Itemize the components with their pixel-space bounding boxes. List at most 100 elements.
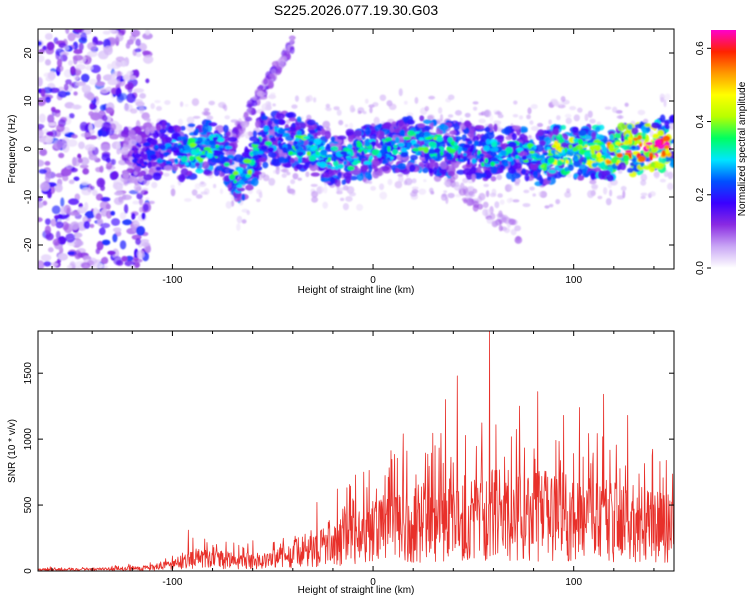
spectrogram-cell <box>241 151 251 157</box>
spectrogram-cell <box>601 169 611 176</box>
spectrogram-cell <box>546 146 551 150</box>
spectrogram-cell <box>399 129 406 136</box>
spectrogram-cell <box>291 104 298 109</box>
spectrogram-cell <box>387 178 393 186</box>
spectrogram-cell <box>548 169 557 174</box>
spectrogram-cell <box>72 156 77 167</box>
spectrogram-cell <box>564 113 572 119</box>
spectrogram-cell <box>474 125 485 130</box>
spectrogram-cell <box>478 153 485 157</box>
spectrogram-cell <box>583 151 592 158</box>
spectrogram-cell <box>472 101 479 105</box>
spectrogram-cell <box>640 179 647 186</box>
spectrogram-cell <box>119 240 127 250</box>
spectrogram-cell <box>273 125 278 133</box>
spectrogram-cell <box>411 186 419 190</box>
spectrogram-y-tick-label: 0 <box>23 146 34 152</box>
spectrogram-cell <box>89 223 95 229</box>
spectrogram-cell <box>577 175 585 181</box>
spectrogram-cell <box>595 126 601 133</box>
spectrogram-cell <box>62 143 70 153</box>
spectrogram-cell <box>398 119 404 127</box>
spectrogram-cell <box>82 168 90 175</box>
spectrogram-cell <box>260 115 268 121</box>
spectrogram-cell <box>75 81 87 87</box>
spectrogram-cell <box>140 150 145 158</box>
spectrogram-cell <box>170 184 175 189</box>
spectrogram-cell <box>527 143 534 148</box>
spectrogram-cell <box>233 154 244 163</box>
spectrogram-cell <box>295 163 303 170</box>
spectrogram-cell <box>45 136 53 144</box>
spectrogram-cell <box>250 109 257 115</box>
spectrogram-cell <box>65 79 72 85</box>
spectrogram-cell <box>268 94 277 100</box>
spectrogram-cell <box>535 144 544 153</box>
spectrogram-cell <box>155 123 161 131</box>
spectrogram-cell <box>493 123 498 132</box>
spectrogram-cell <box>52 238 60 246</box>
spectrogram-cell <box>327 164 332 169</box>
spectrogram-cell <box>243 112 249 119</box>
spectrogram-cell <box>267 79 274 87</box>
spectrogram-cell <box>320 149 328 156</box>
spectrogram-cell <box>518 115 524 120</box>
spectrogram-cell <box>447 136 454 143</box>
spectrogram-cell <box>202 169 212 175</box>
spectrogram-cell <box>484 158 489 164</box>
spectrogram-cell <box>80 181 89 186</box>
spectrogram-cell <box>529 186 535 191</box>
spectrogram-cell <box>499 167 504 174</box>
spectrogram-cell <box>38 40 42 46</box>
snr-x-label: Height of straight line (km) <box>298 585 415 596</box>
spectrogram-cell <box>503 227 511 234</box>
spectrogram-cell <box>403 136 411 140</box>
spectrogram-y-ticks: -20 -10 0 10 20 <box>23 47 674 252</box>
spectrogram-cell <box>116 141 121 152</box>
spectrogram-cell <box>477 203 484 210</box>
spectrogram-cell <box>305 171 310 178</box>
spectrogram-cell <box>100 222 111 229</box>
spectrogram-cell <box>606 160 612 165</box>
spectrogram-cell <box>537 122 544 128</box>
spectrogram-cell <box>458 188 467 196</box>
spectrogram-cell <box>664 120 670 127</box>
spectrogram-cell <box>81 187 92 196</box>
spectrogram-cell <box>652 133 660 139</box>
spectrogram-cell <box>136 184 140 191</box>
spectrogram-cell <box>209 140 215 145</box>
spectrogram-cell <box>272 103 276 107</box>
spectrogram-cell <box>591 162 598 168</box>
spectrogram-cell <box>184 198 192 202</box>
spectrogram-cell <box>142 203 149 212</box>
spectrogram-cell <box>530 103 538 110</box>
spectrogram-cell <box>111 60 122 70</box>
spectrogram-cell <box>355 152 361 157</box>
spectrogram-cell <box>417 123 426 128</box>
spectrogram-cell <box>126 93 136 103</box>
spectrogram-heatmap <box>38 29 674 269</box>
spectrogram-cell <box>51 205 61 215</box>
spectrogram-cell <box>333 156 337 162</box>
spectrogram-cell <box>96 240 104 251</box>
spectrogram-cell <box>573 154 579 160</box>
spectrogram-cell <box>553 156 561 160</box>
spectrogram-x-tick-label: 100 <box>565 275 582 286</box>
spectrogram-cell <box>662 135 671 142</box>
spectrogram-cell <box>73 29 85 34</box>
spectrogram-cell <box>321 172 329 178</box>
spectrogram-cell <box>330 176 336 184</box>
spectrogram-cell <box>151 181 158 189</box>
spectrogram-cell <box>412 143 421 148</box>
spectrogram-cell <box>135 225 146 236</box>
spectrogram-cell <box>587 190 595 199</box>
spectrogram-cell <box>288 117 297 122</box>
spectrogram-cell <box>154 99 161 104</box>
spectrogram-cell <box>608 147 615 153</box>
spectrogram-cell <box>74 249 82 260</box>
spectrogram-cell <box>512 114 519 118</box>
spectrogram-cell <box>362 110 367 115</box>
spectrogram-cell <box>337 163 344 169</box>
spectrogram-cell <box>159 144 166 150</box>
spectrogram-cell <box>178 173 186 183</box>
